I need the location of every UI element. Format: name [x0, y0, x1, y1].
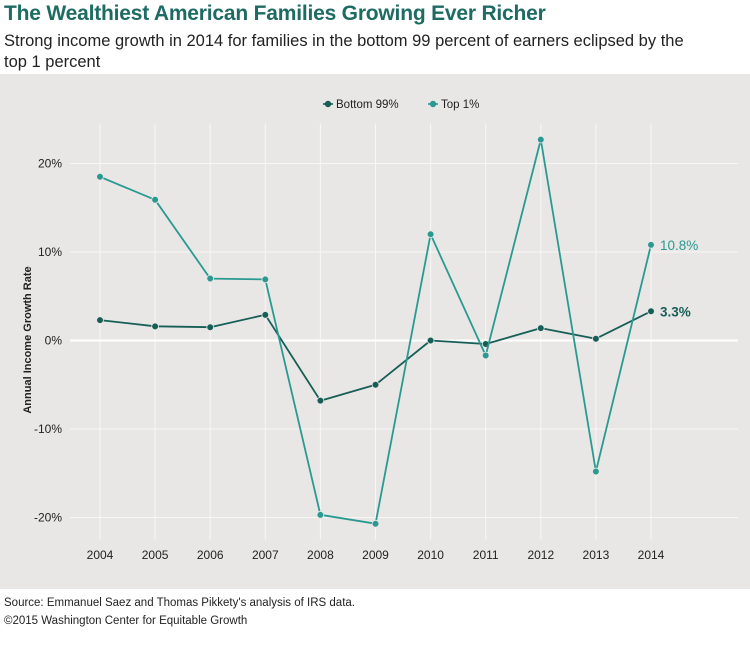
data-point [96, 172, 104, 181]
data-point [371, 519, 380, 528]
series-lines: 3.3% 10.8% [96, 135, 698, 528]
chart-title: The Wealthiest American Families Growing… [4, 2, 546, 25]
data-point [206, 323, 215, 332]
y-tick-label: -20% [34, 511, 62, 525]
data-point [426, 336, 435, 345]
x-tick-label: 2010 [417, 548, 444, 562]
data-point [371, 380, 380, 389]
end-value-label: 10.8% [660, 238, 698, 253]
data-point [426, 230, 435, 239]
x-tick-label: 2005 [142, 548, 169, 562]
x-tick-label: 2011 [473, 548, 499, 562]
y-tick-label: 0% [45, 334, 63, 348]
x-tick-label: 2007 [252, 548, 279, 562]
chart-area: Bottom 99% Top 1% Annual Income Growth Ra… [0, 74, 750, 589]
x-tick-label: 2009 [362, 548, 389, 562]
legend: Bottom 99% Top 1% [323, 99, 479, 111]
x-tick-label: 2006 [197, 548, 224, 562]
y-tick-label: -10% [34, 422, 62, 436]
copyright-note: ©2015 Washington Center for Equitable Gr… [4, 615, 248, 627]
data-point [96, 316, 104, 324]
x-tick-label: 2013 [583, 548, 610, 562]
end-value-label: 3.3% [660, 304, 691, 319]
legend-label: Bottom 99% [336, 99, 399, 111]
data-point [647, 307, 655, 316]
series-top-1: 10.8% [96, 135, 698, 528]
legend-marker [429, 100, 437, 108]
data-point [592, 334, 600, 343]
data-point [206, 274, 215, 283]
source-note: Source: Emmanuel Saez and Thomas Pikkety… [4, 597, 355, 609]
data-point [481, 351, 490, 360]
y-tick-label: 10% [38, 245, 62, 259]
data-point [647, 241, 655, 249]
data-point [536, 324, 545, 332]
data-point [592, 467, 600, 476]
data-point [316, 511, 325, 519]
data-point [261, 311, 270, 319]
y-tick-labels: 20% 10% 0% -10% -20% [34, 157, 62, 525]
data-point [261, 275, 270, 284]
data-point [316, 396, 325, 405]
x-tick-label: 2008 [307, 548, 334, 562]
chart-subtitle: Strong income growth in 2014 for familie… [4, 32, 684, 71]
line-chart: Bottom 99% Top 1% Annual Income Growth Ra… [22, 99, 738, 562]
y-axis-label: Annual Income Growth Rate [22, 266, 34, 413]
legend-marker [324, 100, 332, 108]
data-point [536, 135, 545, 144]
legend-label: Top 1% [441, 99, 479, 111]
x-tick-label: 2014 [638, 548, 665, 562]
data-point [151, 322, 159, 331]
gridlines [70, 123, 738, 540]
data-point [151, 195, 159, 204]
x-tick-label: 2012 [527, 548, 554, 562]
x-tick-label: 2004 [87, 548, 114, 562]
series-bottom-99: 3.3% [96, 304, 691, 405]
y-tick-label: 20% [38, 157, 62, 171]
x-tick-labels: 2004 2005 2006 2007 2008 2009 2010 2011 2012 2013… [87, 548, 665, 562]
